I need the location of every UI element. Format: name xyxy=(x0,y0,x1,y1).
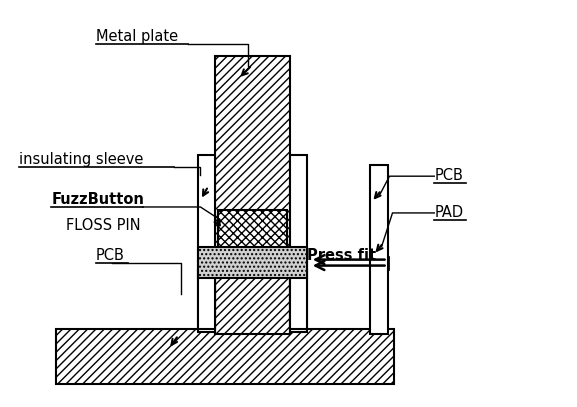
Text: Press fit: Press fit xyxy=(307,248,376,263)
Bar xyxy=(198,155,215,332)
Bar xyxy=(215,56,290,334)
Text: FuzzButton: FuzzButton xyxy=(51,192,144,207)
Text: PCB: PCB xyxy=(434,168,463,183)
Bar xyxy=(198,247,307,278)
Bar xyxy=(370,165,388,334)
Bar xyxy=(56,329,395,384)
Bar xyxy=(218,210,287,274)
Bar xyxy=(290,155,307,332)
Text: FLOSS PIN: FLOSS PIN xyxy=(66,218,141,233)
Text: PCB: PCB xyxy=(96,248,125,263)
Bar xyxy=(198,269,215,329)
Text: insulating sleeve: insulating sleeve xyxy=(19,152,144,167)
Text: Metal plate: Metal plate xyxy=(96,29,178,44)
Text: PAD: PAD xyxy=(434,205,463,220)
Bar xyxy=(290,269,307,329)
